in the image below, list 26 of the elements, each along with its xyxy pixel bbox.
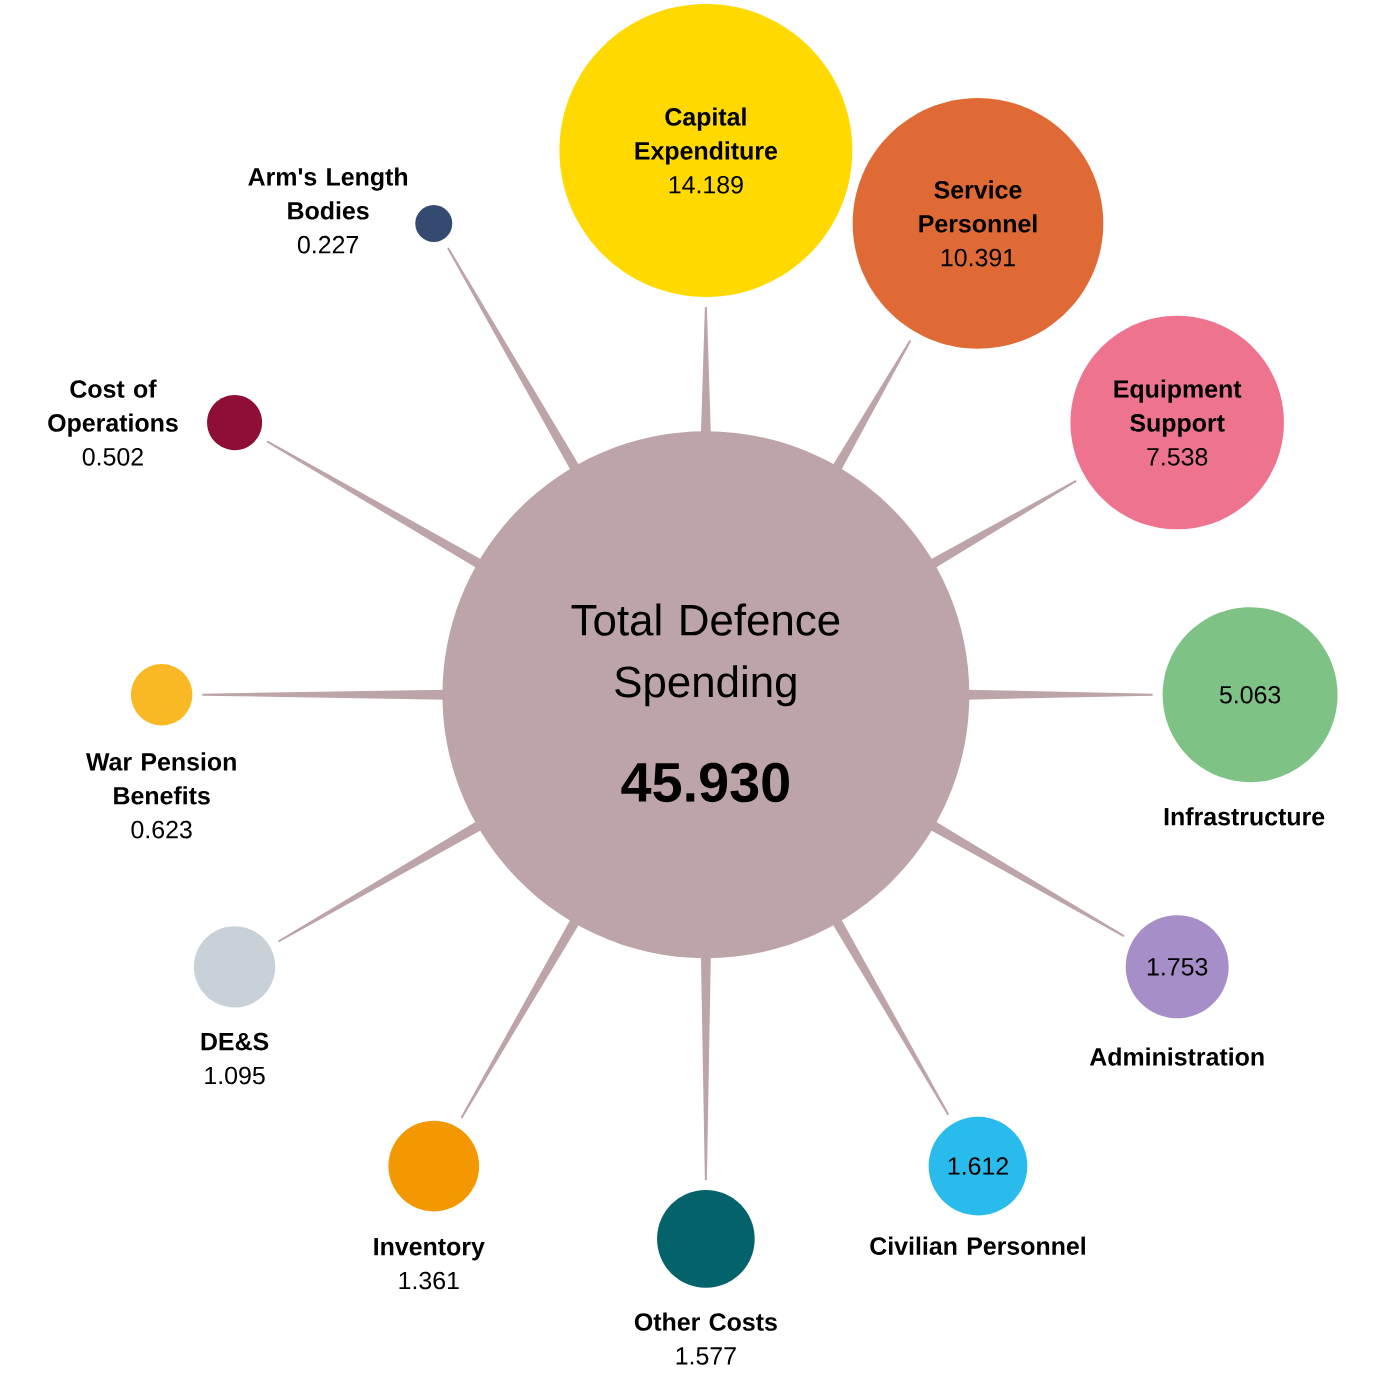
data-label: 1.361: [399, 1271, 459, 1290]
data-label: 5.063: [1219, 686, 1281, 704]
data-label: 0.623: [131, 821, 192, 839]
data-label: 10.391: [941, 249, 1015, 267]
data-label: 7.538: [1147, 448, 1208, 466]
text: 45.930: [621, 762, 789, 803]
data-label: 14.189: [669, 176, 743, 194]
category-label: Capital Expenditure: [635, 107, 778, 165]
data-label: 1.095: [205, 1066, 265, 1085]
text: Total Defence Spending: [571, 603, 840, 707]
data-label: 0.227: [297, 236, 359, 254]
category-label: Civilian Personnel: [870, 1236, 1085, 1256]
category-label: Cost of Operations: [48, 379, 178, 437]
data-label: 1.612: [948, 1157, 1008, 1176]
data-label: 0.502: [82, 448, 143, 466]
category-label: Equipment Support: [1114, 379, 1242, 437]
category-label: Other Costs: [634, 1312, 777, 1332]
category-label: Inventory: [374, 1238, 485, 1261]
category-label: War Pension Benefits: [86, 752, 236, 805]
category-label: DE&S: [201, 1033, 269, 1051]
data-label: 1.577: [676, 1347, 736, 1365]
category-label: Arm's Length Bodies: [248, 167, 408, 220]
data-label: 1.753: [1147, 958, 1208, 976]
category-label: Infrastructure: [1164, 807, 1325, 826]
category-label: Administration: [1089, 1047, 1264, 1066]
category-label: Service Personnel: [919, 180, 1037, 233]
